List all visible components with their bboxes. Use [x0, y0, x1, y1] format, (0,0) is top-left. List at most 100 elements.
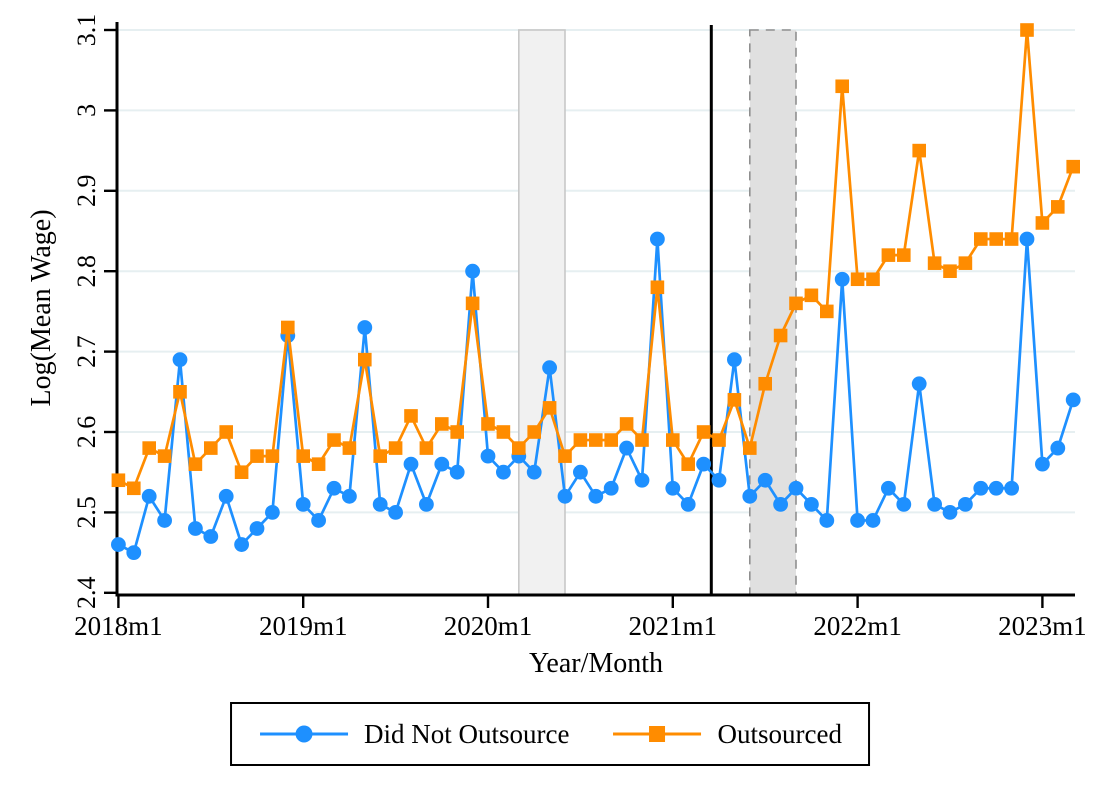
data-point-circle: [480, 448, 496, 464]
data-point-square: [897, 248, 911, 262]
data-point-circle: [295, 496, 311, 512]
data-point-square: [743, 441, 757, 455]
y-tick-label: 2.4: [72, 577, 101, 610]
data-point-circle: [1065, 392, 1081, 408]
data-point-square: [127, 481, 141, 496]
data-point-circle: [665, 480, 681, 496]
data-point-circle: [588, 488, 604, 504]
data-point-square: [111, 473, 126, 488]
data-point-square: [512, 441, 526, 455]
data-point-square: [204, 441, 218, 455]
data-point-square: [958, 256, 973, 270]
data-point-square: [481, 417, 495, 431]
data-point-circle: [357, 320, 373, 335]
data-point-circle: [249, 521, 265, 536]
data-point-square: [589, 433, 603, 447]
legend: Did Not Outsource Outsourced: [230, 702, 870, 766]
data-point-square: [881, 248, 896, 262]
x-tick-label: 2021m1: [629, 611, 718, 641]
data-point-square: [974, 232, 988, 246]
data-point-circle: [172, 352, 188, 368]
x-tick-label: 2020m1: [444, 611, 533, 641]
data-point-square: [465, 296, 480, 311]
y-tick-label: 2.7: [72, 335, 101, 368]
y-tick-label: 3: [72, 104, 101, 117]
legend-entry-did-not-outsource: Did Not Outsource: [258, 718, 570, 750]
data-point-square: [327, 433, 341, 447]
data-point-circle: [403, 456, 419, 472]
legend-entry-outsourced: Outsourced: [612, 719, 842, 750]
data-point-square: [1004, 232, 1019, 246]
y-tick-label: 3.1: [72, 14, 101, 47]
data-point-square: [573, 433, 588, 447]
data-point-square: [496, 425, 511, 439]
data-point-circle: [988, 480, 1004, 496]
data-point-square: [650, 280, 665, 295]
legend-label-outsourced: Outsourced: [717, 718, 842, 749]
data-point-circle: [696, 456, 711, 472]
data-point-circle: [126, 545, 142, 560]
data-point-square: [989, 232, 1003, 246]
data-point-square: [666, 433, 680, 447]
data-point-circle: [1004, 480, 1019, 496]
data-point-circle: [203, 529, 219, 544]
data-point-circle: [757, 472, 773, 488]
data-point-circle: [973, 480, 989, 496]
data-point-square: [604, 433, 618, 447]
data-point-circle: [526, 464, 542, 480]
data-point-circle: [1035, 456, 1050, 472]
data-point-square: [296, 449, 310, 463]
data-point-circle: [326, 480, 342, 496]
data-point-circle: [850, 513, 865, 528]
data-point-circle: [1019, 231, 1035, 247]
data-point-square: [311, 457, 326, 471]
data-point-square: [173, 385, 187, 399]
data-point-circle: [773, 496, 788, 512]
x-tick-label: 2019m1: [259, 611, 348, 641]
data-point-square: [789, 296, 803, 311]
data-point-circle: [342, 488, 357, 504]
data-point-square: [773, 328, 788, 343]
data-point-square: [804, 288, 819, 303]
data-point-square: [619, 417, 634, 431]
data-point-square: [866, 272, 880, 287]
y-axis-title: Log(Mean Wage): [26, 209, 57, 407]
data-point-circle: [911, 376, 927, 392]
data-point-square: [712, 433, 726, 447]
data-point-square: [435, 417, 449, 431]
x-tick-label: 2023m1: [998, 611, 1087, 641]
data-point-square: [912, 143, 926, 158]
data-point-square: [373, 449, 387, 463]
data-point-circle: [157, 513, 173, 528]
data-point-circle: [311, 513, 326, 528]
data-point-square: [727, 393, 742, 407]
data-point-circle: [958, 496, 973, 512]
data-point-square: [188, 457, 203, 471]
event-band-2021m6-2021m9: [748, 29, 797, 596]
data-point-circle: [573, 464, 588, 480]
legend-label-did-not-outsource: Did Not Outsource: [364, 718, 570, 749]
data-point-circle: [449, 464, 465, 480]
data-point-square: [142, 441, 156, 455]
data-point-circle: [742, 488, 758, 504]
data-point-circle: [788, 480, 804, 496]
data-point-square: [850, 272, 865, 287]
data-point-square: [419, 441, 434, 455]
data-point-square: [1020, 23, 1034, 37]
y-tick-label: 2.8: [72, 255, 101, 288]
data-point-square: [696, 425, 711, 439]
data-point-circle: [265, 505, 280, 520]
data-point-square: [527, 425, 541, 439]
event-band-2020m3-2020m6: [517, 29, 566, 596]
data-point-circle: [896, 496, 912, 512]
data-point-square: [820, 304, 834, 319]
data-point-square: [542, 401, 557, 415]
data-point-square: [342, 441, 357, 455]
data-point-square: [943, 264, 957, 278]
data-point-circle: [372, 496, 388, 512]
data-point-square: [404, 409, 418, 423]
data-point-circle: [434, 456, 450, 472]
orange-line-square-marker: [613, 726, 702, 742]
data-point-square: [219, 425, 233, 439]
